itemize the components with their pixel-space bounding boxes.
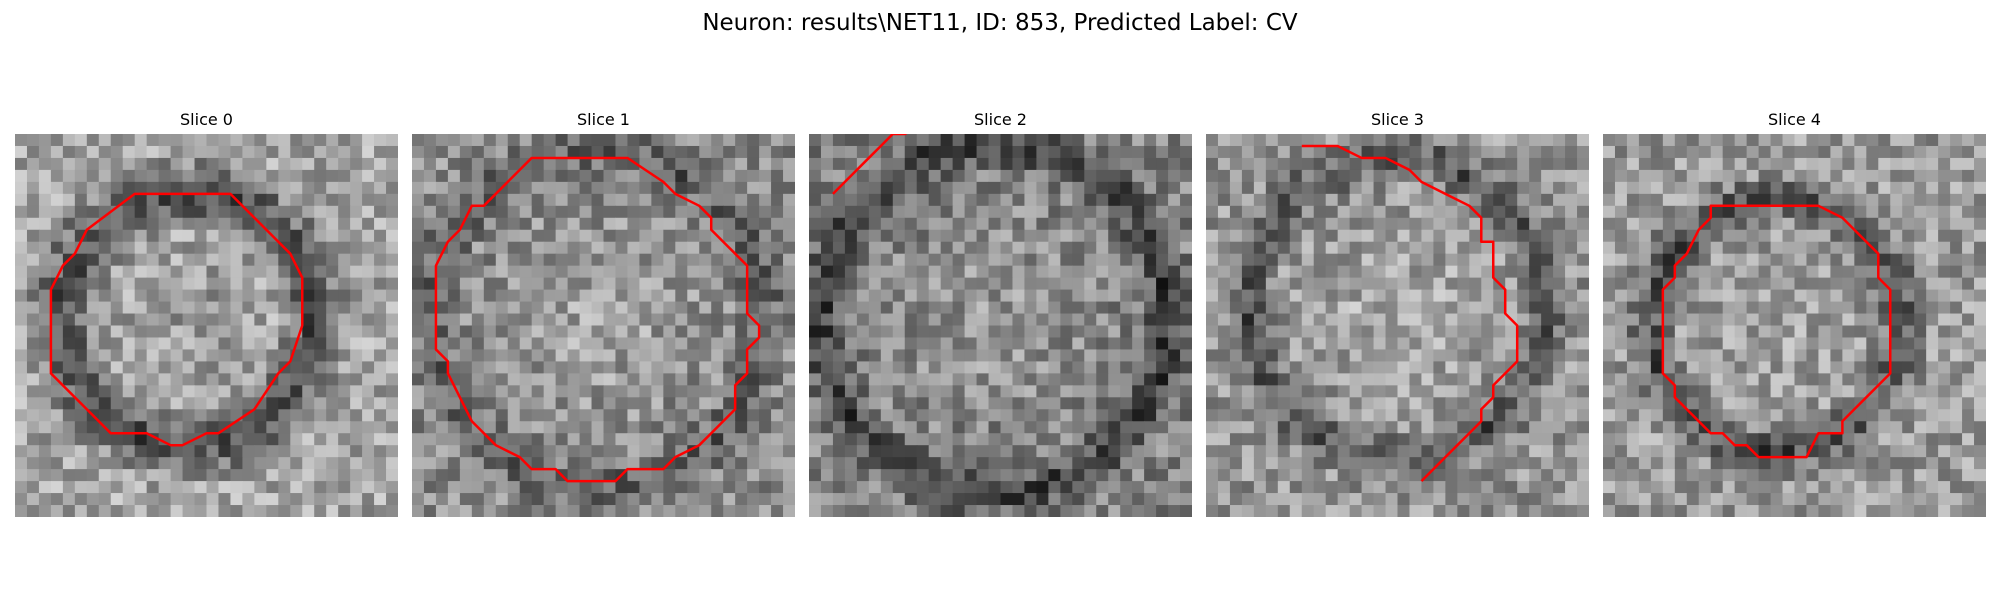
slice-panel-4: Slice 4 [1603, 110, 1986, 517]
figure-title: Neuron: results\NET11, ID: 853, Predicte… [702, 10, 1298, 36]
grayscale-texture [1206, 134, 1589, 517]
segmentation-contour [49, 192, 304, 447]
segmentation-contour [434, 156, 761, 483]
slice-image-3 [1206, 134, 1589, 517]
slice-title: Slice 1 [577, 110, 630, 129]
slice-title: Slice 4 [1768, 110, 1821, 129]
slice-panel-2: Slice 2 [809, 110, 1192, 517]
grayscale-texture [809, 134, 1192, 517]
segmentation-contour [1301, 144, 1519, 482]
slice-panel-3: Slice 3 [1206, 110, 1589, 517]
grayscale-texture [412, 134, 795, 517]
slice-image-2 [809, 134, 1192, 517]
grayscale-texture [15, 134, 398, 517]
slice-title: Slice 0 [180, 110, 233, 129]
segmentation-contour [832, 134, 908, 195]
slice-panel-0: Slice 0 [15, 110, 398, 517]
segmentation-contour [1661, 204, 1892, 459]
slice-image-4 [1603, 134, 1986, 517]
slice-image-0 [15, 134, 398, 517]
slice-panel-1: Slice 1 [412, 110, 795, 517]
slice-title: Slice 3 [1371, 110, 1424, 129]
grayscale-texture [1603, 134, 1986, 517]
slice-image-1 [412, 134, 795, 517]
slice-title: Slice 2 [974, 110, 1027, 129]
